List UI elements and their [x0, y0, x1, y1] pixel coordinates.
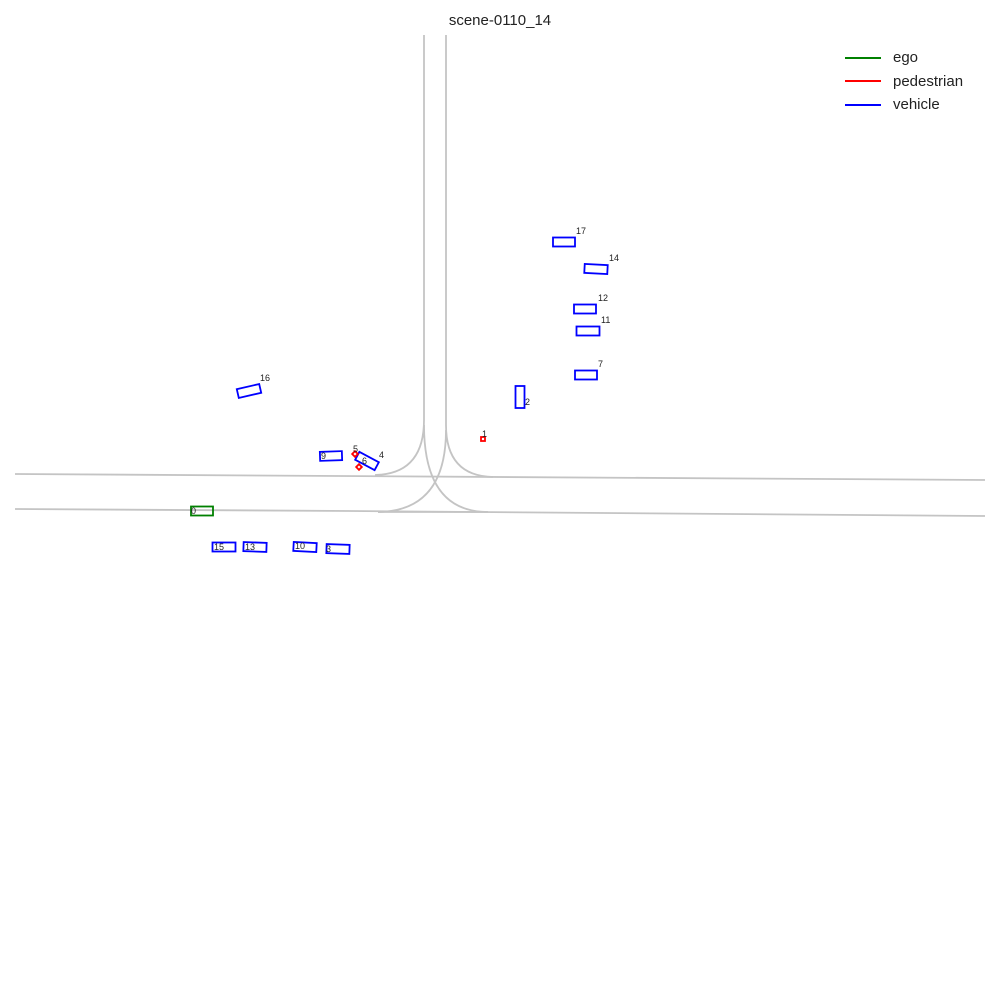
agent-vehicle-10: 10	[292, 540, 318, 554]
agent-box-13	[242, 541, 268, 553]
legend-item-pedestrian: pedestrian	[840, 70, 990, 94]
agent-label-14: 14	[609, 253, 619, 263]
agent-box-0	[190, 505, 214, 517]
agent-box-10	[292, 540, 318, 554]
agent-vehicle-7: 7	[574, 359, 603, 381]
agent-vehicle-9: 9	[318, 450, 344, 462]
legend-item-ego: ego	[840, 46, 990, 70]
agent-box-7	[574, 369, 598, 381]
agent-label-7: 7	[598, 359, 603, 369]
agent-label-11: 11	[601, 315, 610, 325]
agent-vehicle-3: 3	[325, 543, 351, 555]
agent-vehicle-11: 11	[575, 315, 610, 337]
agent-vehicle-12: 12	[573, 293, 608, 315]
agent-box-3	[325, 543, 351, 555]
agent-vehicle-16: 16	[235, 373, 270, 400]
lane-horizontal-upper	[14, 473, 986, 481]
agent-box-5	[350, 449, 360, 459]
agent-box-15	[211, 541, 237, 553]
lane-horizontal-lower	[14, 508, 986, 517]
agent-label-17: 17	[576, 226, 586, 236]
legend-label-vehicle: vehicle	[893, 96, 940, 114]
agent-label-16: 16	[260, 373, 270, 383]
agent-box-1	[480, 436, 486, 442]
legend: ego pedestrian vehicle	[840, 46, 990, 117]
plot-title: scene-0110_14	[448, 12, 552, 29]
agent-vehicle-2: 2	[514, 385, 530, 409]
agent-pedestrian-5: 5	[350, 444, 360, 459]
agent-pedestrian-6: 6	[354, 456, 367, 472]
road-lanes	[14, 35, 986, 517]
agent-box-6	[354, 462, 364, 472]
agent-pedestrian-1: 1	[480, 429, 487, 442]
lane-turn-right-lower	[423, 424, 489, 513]
agent-box-4	[353, 450, 381, 472]
lane-turn-left-lower	[377, 429, 447, 513]
agent-vehicle-4: 4	[353, 450, 384, 472]
agent-vehicle-13: 13	[242, 541, 268, 553]
agent-vehicle-14: 14	[583, 253, 619, 276]
agent-label-13: 13	[245, 542, 255, 552]
agent-label-4: 4	[379, 450, 384, 460]
legend-swatch-pedestrian	[845, 80, 881, 83]
agent-label-2: 2	[525, 397, 530, 407]
agent-label-1: 1	[482, 429, 487, 439]
agent-box-9	[318, 450, 344, 462]
agent-box-14	[583, 262, 609, 276]
agent-label-9: 9	[321, 451, 326, 461]
agent-box-2	[514, 385, 526, 409]
agent-vehicle-17: 17	[552, 226, 586, 248]
agent-box-12	[573, 303, 597, 315]
lane-turn-left-upper	[374, 419, 425, 476]
agent-label-15: 15	[214, 542, 224, 552]
agent-vehicle-15: 15	[211, 541, 237, 553]
agent-label-12: 12	[598, 293, 608, 303]
agent-label-5: 5	[353, 444, 358, 454]
legend-swatch-ego	[845, 56, 881, 59]
agent-box-11	[575, 325, 601, 337]
legend-swatch-vehicle	[845, 103, 881, 106]
legend-item-vehicle: vehicle	[840, 93, 990, 117]
agent-box-17	[552, 236, 576, 248]
legend-label-ego: ego	[893, 49, 919, 67]
legend-label-pedestrian: pedestrian	[893, 72, 964, 90]
agent-label-6: 6	[362, 456, 367, 466]
agent-label-10: 10	[295, 541, 305, 551]
agent-box-16	[235, 382, 263, 400]
agent-ego-0: 0	[190, 505, 214, 517]
agent-label-3: 3	[326, 544, 331, 554]
agent-label-0: 0	[191, 506, 196, 516]
